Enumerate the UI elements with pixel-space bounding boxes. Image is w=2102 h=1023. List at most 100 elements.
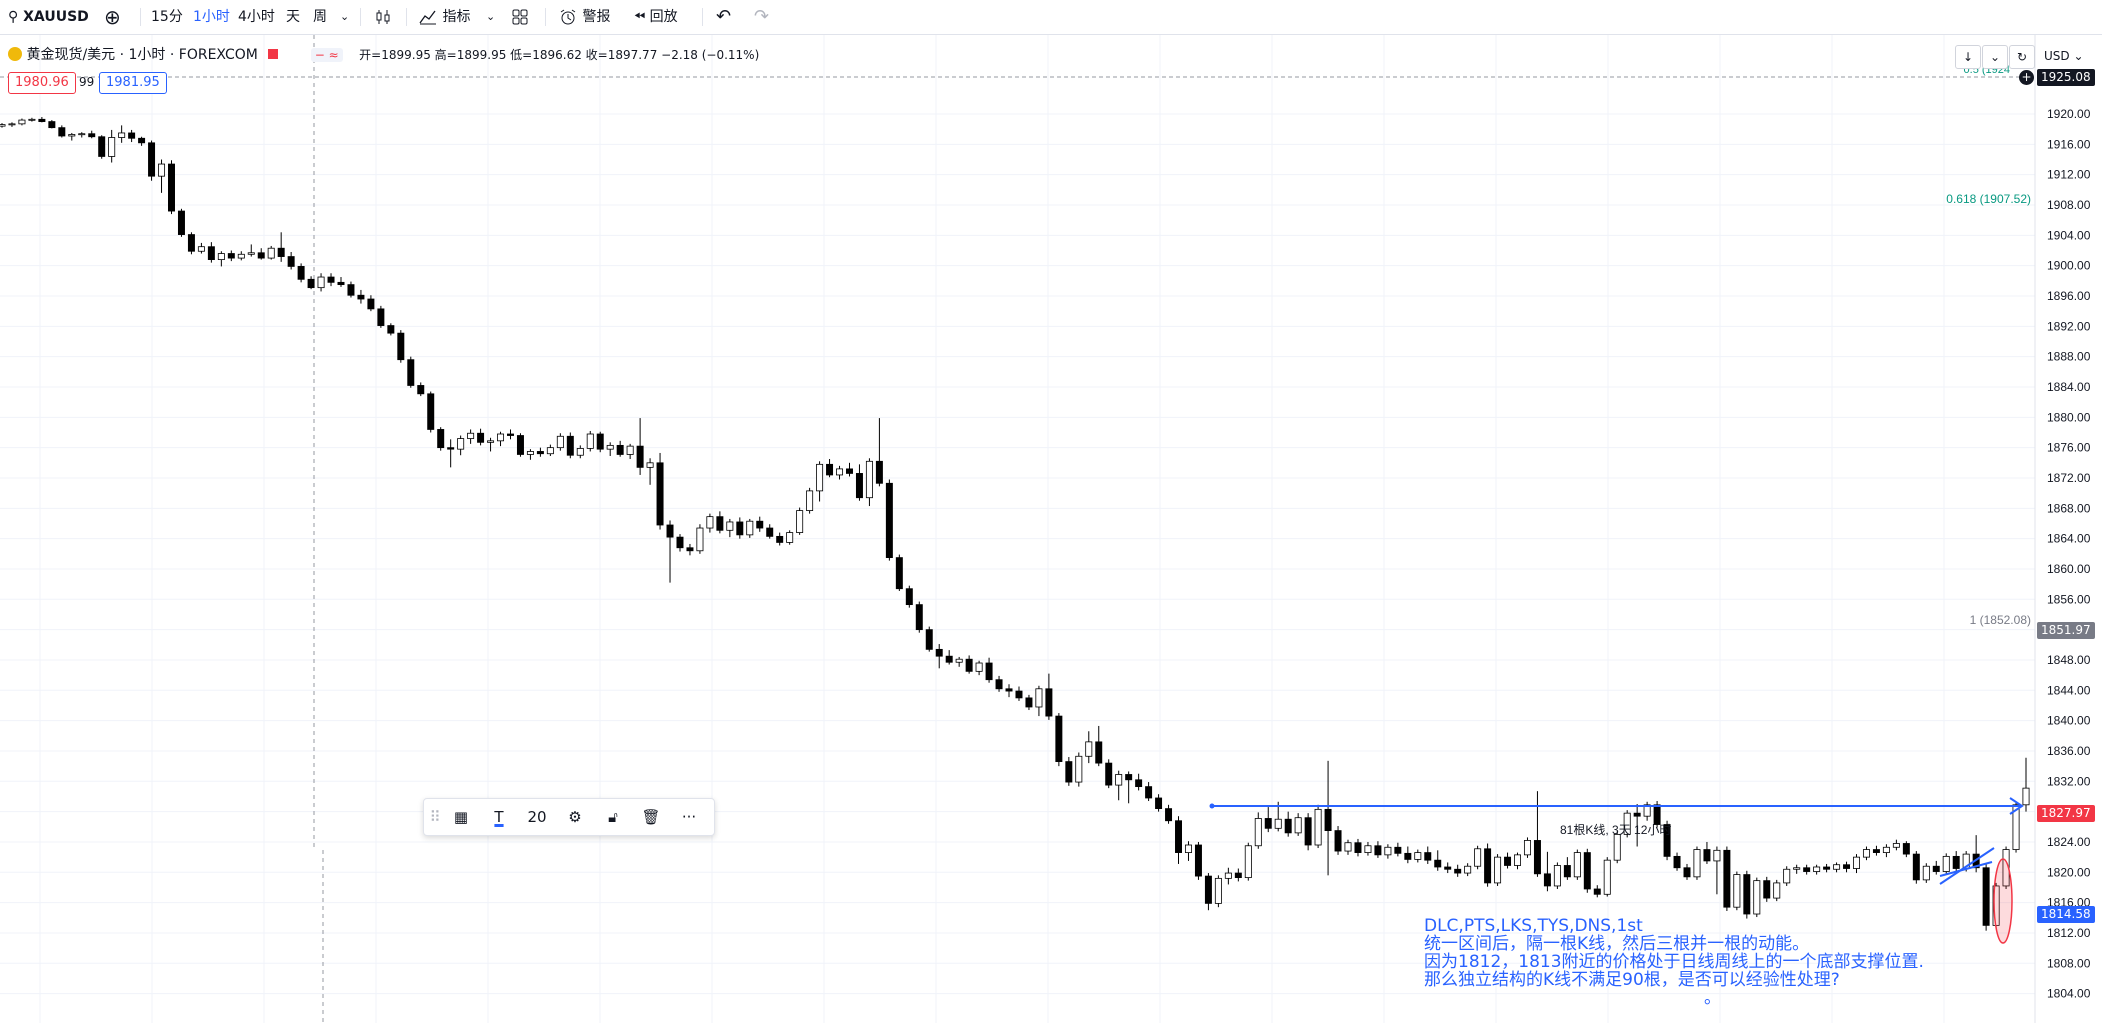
- price-axis-label: 1888.00: [2047, 350, 2091, 364]
- price-axis-label: 1900.00: [2047, 259, 2091, 273]
- candle-body: [1533, 840, 1541, 875]
- candle-type-icon[interactable]: [374, 0, 392, 34]
- more-icon[interactable]: ···: [681, 808, 697, 826]
- candle: [1523, 837, 1531, 858]
- annotation-line-4: 那么独立结构的K线不满足90根，是否可以经验性处理?: [1424, 970, 1840, 990]
- plus-circle-icon[interactable]: +: [2019, 70, 2034, 85]
- price-chart[interactable]: 81根K线, 3天 12小时 0.618 (1907.52) 1 (1852.0…: [0, 35, 2102, 1023]
- candle: [606, 442, 614, 456]
- low-price-tag: 1814.58: [2037, 906, 2095, 923]
- candle: [965, 655, 973, 674]
- candle-body: [1872, 849, 1880, 853]
- candle: [786, 530, 794, 545]
- compare-toggle-icon[interactable]: − ≈: [310, 48, 343, 62]
- interval-15m[interactable]: 15分: [151, 9, 183, 25]
- candle-body: [407, 359, 415, 386]
- symbol-label: XAUUSD: [23, 9, 89, 25]
- interval-1h[interactable]: 1小时: [193, 9, 230, 25]
- candle: [1603, 857, 1611, 897]
- candle: [626, 443, 634, 460]
- candle: [88, 130, 96, 139]
- candle: [1434, 850, 1442, 871]
- candle: [1543, 851, 1551, 892]
- flag-icon[interactable]: [268, 49, 279, 59]
- candle-body: [1573, 852, 1581, 878]
- candle: [1085, 731, 1093, 764]
- candle-body: [706, 516, 714, 529]
- chevron-down-icon[interactable]: ⌄: [340, 10, 350, 23]
- font-size-button[interactable]: 20: [527, 808, 547, 826]
- add-symbol-icon[interactable]: ⊕: [104, 5, 121, 29]
- candle-body: [816, 463, 824, 492]
- candle-body: [1813, 866, 1821, 872]
- candle: [108, 129, 116, 163]
- candle: [1583, 848, 1591, 893]
- candle: [1623, 810, 1631, 838]
- candle-body: [1623, 812, 1631, 835]
- candle: [766, 524, 774, 539]
- candle: [407, 356, 415, 388]
- interval-4h[interactable]: 4小时: [238, 9, 275, 25]
- candle-body: [586, 433, 594, 449]
- layout-grid-icon[interactable]: [511, 0, 529, 34]
- candle: [317, 273, 325, 292]
- candle-body: [1942, 855, 1950, 872]
- candle: [666, 520, 674, 583]
- candle: [307, 276, 315, 290]
- candle: [1743, 870, 1751, 919]
- trash-icon[interactable]: 🗑︎: [641, 808, 661, 826]
- candle-body: [237, 253, 245, 259]
- sell-price-button[interactable]: 1980.96: [8, 72, 76, 94]
- symbol-search[interactable]: ⚲ XAUUSD: [8, 0, 89, 34]
- candle: [676, 534, 684, 552]
- interval-week[interactable]: 周: [313, 9, 327, 25]
- buy-price-button[interactable]: 1981.95: [99, 72, 167, 94]
- candle-body: [1683, 867, 1691, 878]
- candle: [1414, 849, 1422, 863]
- interval-day[interactable]: 天: [286, 9, 300, 25]
- text-color-icon[interactable]: T: [494, 808, 504, 826]
- candle: [387, 323, 395, 336]
- chevron-down-icon[interactable]: ⌄: [486, 10, 496, 23]
- candle-body: [78, 133, 86, 136]
- candle: [1703, 841, 1711, 864]
- replay-button[interactable]: ⏪︎ 回放: [634, 0, 678, 34]
- candle: [546, 444, 554, 456]
- gear-icon[interactable]: ⚙: [568, 808, 582, 826]
- collapse-icon[interactable]: ⌄: [1982, 45, 2008, 69]
- price-axis-label: 1860.00: [2047, 562, 2091, 576]
- candle: [1334, 826, 1342, 855]
- refresh-icon[interactable]: ↻: [2009, 45, 2035, 69]
- candle-body: [1184, 844, 1192, 853]
- text-annotation[interactable]: DLC,PTS,LKS,TYS,DNS,1st 统一区间后，隔一根K线，然后三根…: [1424, 917, 1924, 1007]
- candle-body: [427, 393, 435, 430]
- alert-button[interactable]: 警报: [558, 0, 610, 34]
- candle: [816, 461, 824, 502]
- redo-icon[interactable]: ↷: [754, 6, 770, 27]
- candle-body: [1663, 824, 1671, 857]
- candle: [1693, 846, 1701, 880]
- candle-body: [98, 136, 106, 157]
- currency-select[interactable]: USD ⌄: [2044, 49, 2084, 63]
- candle: [1254, 812, 1262, 849]
- top-toolbar: ⚲ XAUUSD ⊕ 15分 1小时 4小时 天 周 ⌄ 指标 ⌄ 警报 ⏪︎ …: [0, 0, 2102, 35]
- candle-body: [1055, 715, 1063, 762]
- candle-body: [1523, 840, 1531, 856]
- symbol-title[interactable]: 黄金现货/美元 · 1小时 · FOREXCOM: [26, 47, 258, 63]
- candle-body: [1763, 880, 1771, 899]
- indicators-button[interactable]: 指标: [418, 0, 470, 34]
- candle-body: [1015, 690, 1023, 699]
- candle-body: [1194, 844, 1202, 877]
- undo-icon[interactable]: ↶: [716, 6, 732, 27]
- price-axis-label: 1880.00: [2047, 410, 2091, 424]
- template-icon[interactable]: ▦: [453, 808, 469, 826]
- price-axis-label: 1868.00: [2047, 501, 2091, 515]
- candle-body: [1952, 855, 1960, 869]
- drag-handle-icon[interactable]: ⠿: [429, 808, 441, 826]
- arrow-down-icon[interactable]: ↓: [1955, 45, 1981, 69]
- candle-body: [207, 246, 215, 260]
- candle-body: [1175, 820, 1183, 853]
- candle: [38, 117, 46, 123]
- candle: [1394, 842, 1402, 857]
- lock-icon[interactable]: 🔓︎: [608, 808, 618, 826]
